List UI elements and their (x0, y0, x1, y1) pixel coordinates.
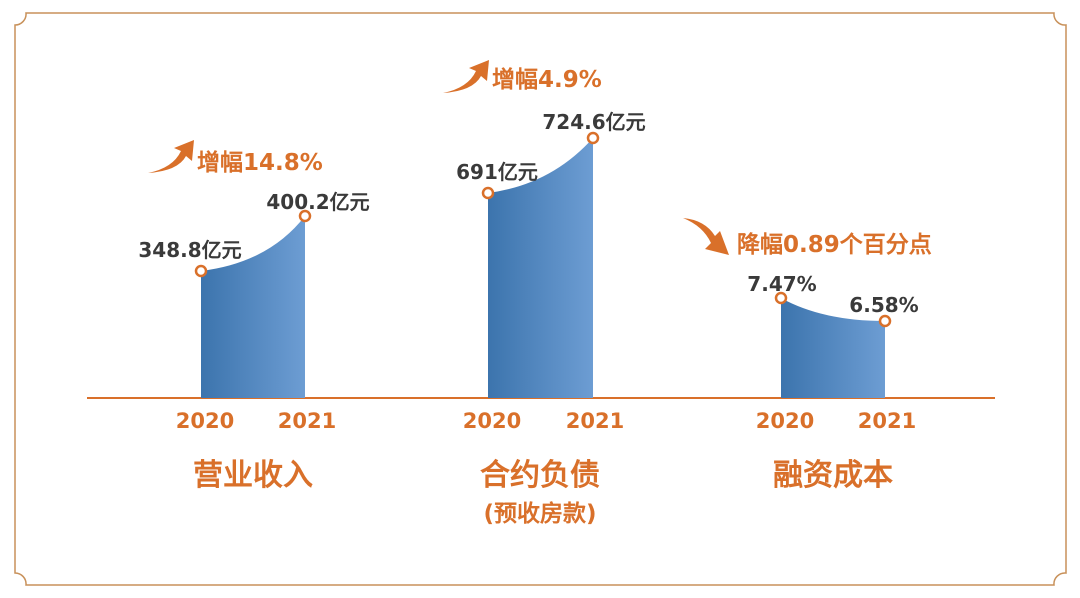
value-label: 348.8亿元 (138, 238, 242, 262)
change-label: 降幅0.89个百分点 (737, 232, 932, 258)
arrow-up-icon (148, 140, 194, 173)
frame-border (14, 12, 1067, 586)
arrow-down-icon (683, 218, 729, 255)
arrow-up-icon (443, 60, 489, 93)
year-label: 2021 (857, 409, 917, 433)
value-label: 6.58% (849, 293, 919, 317)
data-point-3-2020 (774, 291, 788, 305)
group-title: 融资成本 (773, 458, 893, 493)
group-title: 合约负债 (480, 458, 600, 493)
group-title: 营业收入 (193, 458, 313, 493)
year-label: 2021 (277, 409, 337, 433)
year-label: 2021 (565, 409, 625, 433)
year-label: 2020 (462, 409, 522, 433)
area-1 (201, 216, 305, 398)
year-label: 2020 (755, 409, 815, 433)
change-label: 增幅4.9% (492, 67, 602, 93)
area-2 (488, 138, 593, 398)
group-subtitle: (预收房款) (483, 501, 597, 527)
area-3 (781, 298, 885, 398)
value-label: 691亿元 (456, 160, 538, 184)
data-point-1-2021 (298, 209, 312, 223)
value-label: 7.47% (747, 272, 817, 296)
data-point-3-2021 (878, 314, 892, 328)
data-point-2-2021 (586, 131, 600, 145)
value-label: 400.2亿元 (266, 190, 370, 214)
data-point-2-2020 (481, 186, 495, 200)
data-point-1-2020 (194, 264, 208, 278)
year-label: 2020 (175, 409, 235, 433)
value-label: 724.6亿元 (542, 110, 646, 134)
change-label: 增幅14.8% (197, 150, 323, 176)
